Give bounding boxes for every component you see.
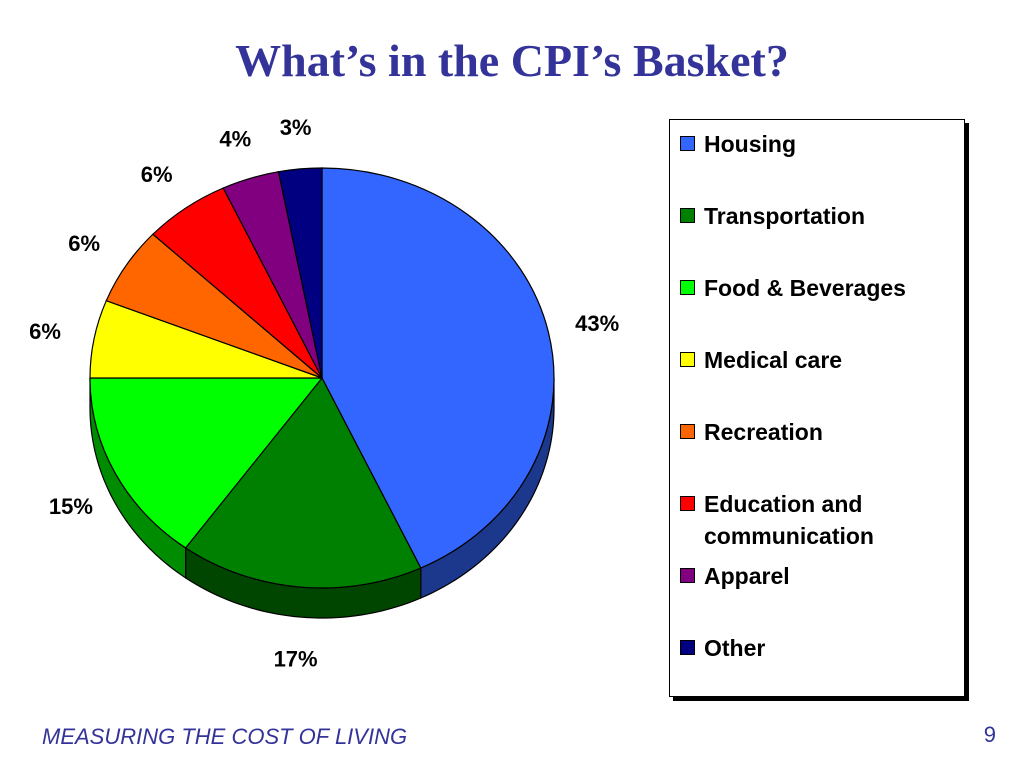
legend-label: Food & Beverages — [704, 275, 906, 301]
pie-label-apparel: 4% — [219, 126, 251, 151]
legend-item-apparel: Apparel — [680, 560, 962, 592]
pie-label-group: 43% 17% 15% 6% 6% 6% 4% 3% — [29, 115, 619, 672]
legend-label: Education and communication — [704, 491, 874, 549]
legend-label: Housing — [704, 131, 796, 157]
pie-label-transportation: 17% — [274, 647, 318, 672]
legend-swatch — [680, 640, 695, 655]
pie-label-other: 3% — [280, 115, 312, 140]
legend-swatch — [680, 352, 695, 367]
legend-label: Other — [704, 635, 766, 661]
legend-label: Medical care — [704, 347, 843, 373]
legend-item-other: Other — [680, 632, 962, 664]
pie-label-recreation: 6% — [68, 231, 100, 256]
legend-item-education-and-communication: Education and communication — [680, 488, 962, 552]
chart-legend: Housing Transportation Food & Beverages Med… — [669, 119, 965, 697]
pie-side-group — [89, 377, 555, 619]
legend-swatch — [680, 496, 695, 511]
pie-slice-housing — [321, 167, 555, 569]
page-number: 9 — [983, 722, 996, 747]
pie-label-medical-care: 6% — [29, 319, 61, 344]
legend-swatch — [680, 136, 695, 151]
slide-title: What’s in the CPI’s Basket? — [235, 35, 789, 86]
legend-item-medical-care: Medical care — [680, 344, 962, 376]
legend-label: Transportation — [704, 203, 866, 229]
pie-top-group — [89, 167, 555, 589]
pie-slice-other — [277, 167, 323, 379]
legend-item-housing: Housing — [680, 128, 962, 160]
pie-slice-food-beverages — [89, 377, 324, 549]
legend-swatch — [680, 424, 695, 439]
legend-swatch — [680, 280, 695, 295]
legend-swatch — [680, 568, 695, 583]
legend-swatch — [680, 208, 695, 223]
legend-item-recreation: Recreation — [680, 416, 962, 448]
pie-label-education-and-communication: 6% — [141, 162, 173, 187]
legend-label: Recreation — [704, 419, 823, 445]
footer-title: MEASURING THE COST OF LIVING — [42, 724, 408, 749]
pie-label-food-beverages: 15% — [49, 494, 93, 519]
legend-item-food-beverages: Food & Beverages — [680, 272, 962, 304]
pie-slice-transportation — [184, 376, 422, 589]
pie-label-housing: 43% — [575, 311, 619, 336]
legend-label: Apparel — [704, 563, 790, 589]
legend-item-transportation: Transportation — [680, 200, 962, 232]
